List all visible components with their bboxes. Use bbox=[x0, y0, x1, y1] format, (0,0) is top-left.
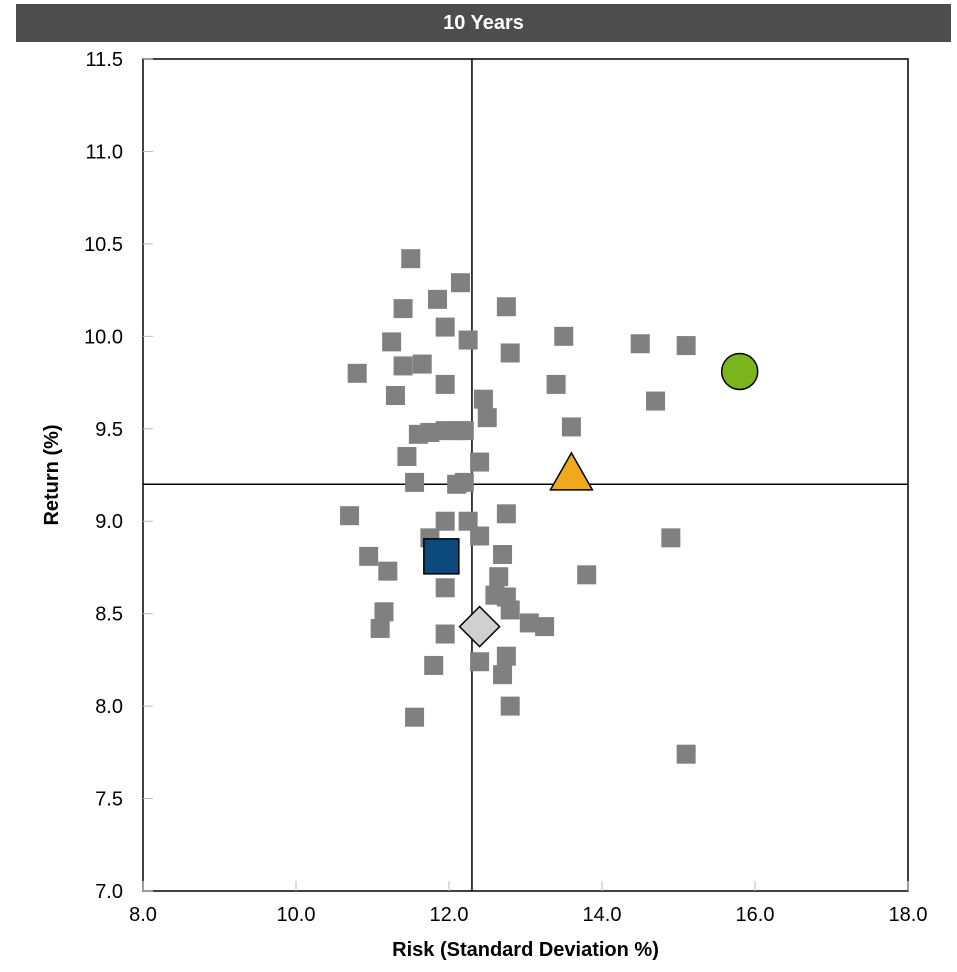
circle-marker-point bbox=[720, 352, 759, 391]
peer-fund-point bbox=[428, 289, 448, 309]
peer-fund-point bbox=[646, 391, 666, 411]
diamond-marker-point bbox=[458, 605, 501, 648]
x-axis-title: Risk (Standard Deviation %) bbox=[392, 939, 659, 961]
peer-fund-point bbox=[458, 511, 478, 531]
y-tick-label: 11.5 bbox=[86, 49, 123, 71]
peer-fund-point bbox=[489, 567, 509, 587]
y-tick-label: 10.5 bbox=[84, 234, 123, 256]
peer-fund-point bbox=[435, 511, 455, 531]
peer-fund-point bbox=[500, 600, 520, 620]
peer-fund-point bbox=[374, 602, 394, 622]
peer-fund-point bbox=[405, 707, 425, 727]
peer-fund-point bbox=[347, 363, 367, 383]
peer-fund-point bbox=[630, 334, 650, 354]
peer-fund-point bbox=[500, 696, 520, 716]
peer-fund-point bbox=[519, 613, 539, 633]
x-tick-label: 14.0 bbox=[583, 904, 622, 926]
peer-fund-point bbox=[496, 646, 516, 666]
peer-fund-point bbox=[546, 374, 566, 394]
chart-title: 10 Years bbox=[16, 4, 951, 42]
peer-fund-point bbox=[435, 578, 455, 598]
peer-fund-point bbox=[477, 408, 497, 428]
y-tick-label: 7.0 bbox=[95, 881, 123, 903]
x-tick-label: 16.0 bbox=[736, 904, 775, 926]
triangle-marker-point bbox=[549, 451, 594, 491]
peer-fund-point bbox=[496, 297, 516, 317]
peer-fund-point bbox=[412, 354, 432, 374]
peer-fund-point bbox=[401, 249, 421, 269]
peer-fund-point bbox=[420, 422, 440, 442]
y-tick-label: 8.0 bbox=[95, 696, 123, 718]
peer-fund-point bbox=[359, 546, 379, 566]
y-tick-label: 8.5 bbox=[95, 604, 123, 626]
peer-fund-point bbox=[378, 561, 398, 581]
peer-fund-point bbox=[470, 652, 490, 672]
peer-fund-point bbox=[676, 744, 696, 764]
peer-fund-point bbox=[397, 447, 417, 467]
peer-fund-point bbox=[535, 617, 555, 637]
peer-fund-point bbox=[435, 317, 455, 337]
y-tick-label: 9.0 bbox=[95, 511, 123, 533]
peer-fund-point bbox=[454, 421, 474, 441]
peer-fund-point bbox=[435, 374, 455, 394]
x-tick-label: 8.0 bbox=[129, 904, 157, 926]
reference-lines bbox=[143, 59, 908, 891]
y-tick-label: 11.0 bbox=[86, 141, 123, 163]
peer-fund-point bbox=[450, 273, 470, 293]
peer-fund-point bbox=[385, 385, 405, 405]
x-axis: 8.0 10.0 12.0 14.0 16.0 18.0 bbox=[129, 881, 927, 926]
peer-fund-point bbox=[393, 299, 413, 319]
peer-fund-point bbox=[405, 472, 425, 492]
peer-fund-point bbox=[500, 343, 520, 363]
peer-fund-point bbox=[561, 417, 581, 437]
peer-fund-point bbox=[382, 332, 402, 352]
peer-fund-point bbox=[393, 356, 413, 376]
peer-fund-point bbox=[458, 330, 478, 350]
x-tick-label: 12.0 bbox=[430, 904, 469, 926]
peer-fund-point bbox=[493, 545, 513, 565]
peer-fund-point bbox=[470, 526, 490, 546]
data-points bbox=[340, 249, 759, 764]
peer-fund-point bbox=[424, 655, 444, 675]
y-tick-label: 7.5 bbox=[95, 789, 123, 811]
plot-frame bbox=[142, 58, 909, 892]
y-tick-label: 10.0 bbox=[84, 326, 123, 348]
peer-fund-point bbox=[493, 665, 513, 685]
peer-fund-point bbox=[473, 389, 493, 409]
y-axis-title: Return (%) bbox=[41, 424, 63, 525]
y-tick-label: 9.5 bbox=[95, 419, 123, 441]
peer-fund-point bbox=[435, 624, 455, 644]
peer-fund-point bbox=[676, 336, 696, 356]
y-axis: 7.0 7.5 8.0 8.5 9.0 9.5 10.0 10.5 11.0 11.5 bbox=[84, 49, 153, 903]
peer-fund-point bbox=[340, 506, 360, 526]
peer-fund-point bbox=[470, 452, 490, 472]
x-tick-label: 10.0 bbox=[277, 904, 316, 926]
x-tick-label: 18.0 bbox=[889, 904, 928, 926]
square-marker-point bbox=[423, 538, 460, 575]
peer-fund-point bbox=[454, 472, 474, 492]
peer-fund-point bbox=[496, 504, 516, 524]
peer-fund-point bbox=[577, 565, 597, 585]
peer-fund-point bbox=[661, 528, 681, 548]
peer-fund-point bbox=[554, 326, 574, 346]
peer-fund-point bbox=[370, 618, 390, 638]
